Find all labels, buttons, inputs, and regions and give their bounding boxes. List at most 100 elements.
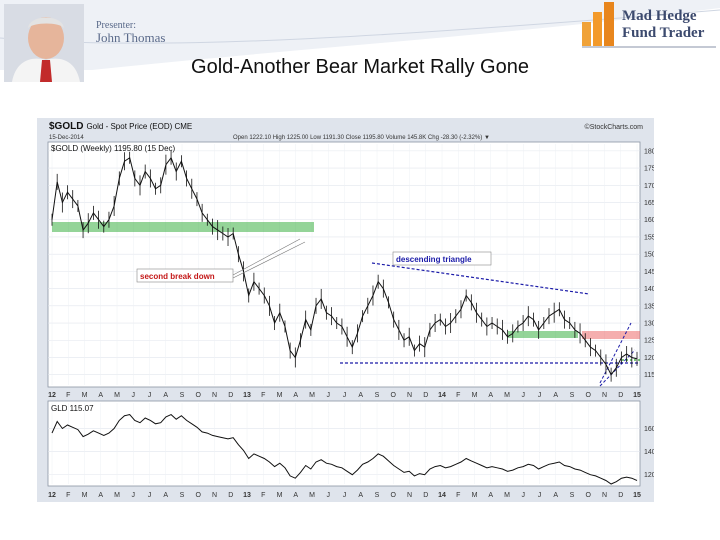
price-x-tick-label: M [277, 392, 283, 399]
gld-x-tick-label: 14 [438, 492, 446, 499]
gld-y-tick-label: 120 [644, 472, 654, 479]
chart-header-description: $GOLD Gold - Spot Price (EOD) CME [49, 121, 192, 132]
break-down-pointer-2 [232, 241, 306, 279]
price-x-tick-label: F [456, 392, 460, 399]
price-y-tick-label: 1450 [644, 269, 654, 276]
gld-x-tick-label: F [66, 492, 70, 499]
gld-x-tick-label: A [163, 492, 168, 499]
price-x-tick-label: J [132, 392, 136, 399]
break-down-callout [136, 268, 234, 283]
price-y-tick-label: 1700 [644, 183, 654, 190]
gld-x-tick-label: J [343, 492, 347, 499]
presenter-name: John Thomas [96, 30, 166, 45]
price-y-axis: 1800 1750 1700 1650 1600 1550 1500 1450 1400 1350… [644, 148, 660, 379]
gld-x-tick-label: M [472, 492, 478, 499]
gld-x-tick-label: M [277, 492, 283, 499]
gld-x-tick-label: A [293, 492, 298, 499]
gld-legend: GLD 115.07 [51, 404, 94, 413]
gld-x-tick-label: N [602, 492, 607, 499]
gld-x-tick-label: N [212, 492, 217, 499]
gld-x-tick-label: M [504, 492, 510, 499]
price-x-tick-label: A [98, 392, 103, 399]
price-x-tick-label: F [66, 392, 70, 399]
price-x-tick-label: S [180, 392, 185, 399]
support-band-2 [508, 331, 578, 338]
price-grid [48, 144, 640, 385]
gld-x-tick-label: J [327, 492, 331, 499]
gld-x-tick-label: O [391, 492, 397, 499]
support-band-1 [52, 222, 314, 232]
price-x-tick-label: A [488, 392, 493, 399]
gld-x-tick-label: S [375, 492, 380, 499]
gld-y-axis: 160 140 120 [644, 426, 656, 479]
triangle-callout [392, 251, 492, 266]
gld-x-tick-label: S [180, 492, 185, 499]
chart-header-quote: Open 1222.10 High 1225.00 Low 1191.30 Cl… [233, 135, 490, 141]
presenter-block: Presenter: John Thomas [96, 20, 165, 46]
stock-chart-svg: $GOLD Gold - Spot Price (EOD) CME 15-Dec-… [37, 118, 660, 502]
gld-x-tick-label: F [456, 492, 460, 499]
gld-x-tick-label: O [196, 492, 202, 499]
gld-x-tick-label: 13 [243, 492, 251, 499]
gld-x-tick-label: A [553, 492, 558, 499]
price-x-tick-label: J [343, 392, 347, 399]
gld-x-tick-label: 15 [633, 492, 641, 499]
gld-x-axis: 12 F M A M J J A S O N D 13 F M A M J J A S O N D 14 F M A M J J A S O N D 1… [48, 492, 641, 499]
price-x-tick-label: M [472, 392, 478, 399]
price-x-tick-label: D [618, 392, 623, 399]
logo-text: Mad Hedge Fund Trader [622, 8, 704, 42]
gld-x-tick-label: M [309, 492, 315, 499]
gld-x-tick-label: J [538, 492, 542, 499]
price-panel [47, 141, 641, 388]
gld-x-tick-label: M [82, 492, 88, 499]
price-x-tick-label: M [114, 392, 120, 399]
slide-title: Gold-Another Bear Market Rally Gone [191, 56, 529, 78]
presenter-photo [4, 4, 84, 82]
gld-x-tick-label: O [586, 492, 592, 499]
gld-x-tick-label: A [358, 492, 363, 499]
stock-chart: $GOLD Gold - Spot Price (EOD) CME 15-Dec-… [37, 118, 660, 502]
gld-x-tick-label: D [228, 492, 233, 499]
gld-x-tick-label: D [423, 492, 428, 499]
gld-x-tick-label: A [98, 492, 103, 499]
price-x-axis: 12 F M A M J J A S O N D 13 F M A M J J A S O N D 14 F M A M J J A S O N D 1… [48, 392, 641, 399]
gld-x-tick-label: A [488, 492, 493, 499]
gld-y-tick-label: 160 [644, 426, 654, 433]
price-x-tick-label: 14 [438, 392, 446, 399]
price-x-tick-label: N [407, 392, 412, 399]
gld-x-tick-label: S [570, 492, 575, 499]
price-x-tick-label: M [309, 392, 315, 399]
gold-price-bars [51, 150, 638, 382]
price-y-tick-label: 1750 [644, 166, 654, 173]
price-x-tick-label: A [163, 392, 168, 399]
price-y-tick-label: 1800 [644, 148, 654, 155]
break-down-label: second break down [140, 272, 215, 281]
price-x-tick-label: A [358, 392, 363, 399]
gld-x-tick-label: N [407, 492, 412, 499]
break-down-pointer-1 [232, 238, 301, 276]
price-x-tick-label: D [423, 392, 428, 399]
gld-x-tick-label: J [132, 492, 136, 499]
descending-trendline [371, 262, 590, 295]
price-y-tick-label: 1400 [644, 286, 654, 293]
price-x-tick-label: M [82, 392, 88, 399]
price-y-tick-label: 1350 [644, 303, 654, 310]
price-y-tick-label: 1150 [644, 372, 654, 379]
price-x-tick-label: S [375, 392, 380, 399]
price-y-tick-label: 1650 [644, 200, 654, 207]
price-x-tick-label: A [293, 392, 298, 399]
price-x-tick-label: 12 [48, 392, 56, 399]
gld-panel [47, 400, 641, 487]
price-x-tick-label: A [553, 392, 558, 399]
price-x-tick-label: J [538, 392, 542, 399]
price-y-tick-label: 1250 [644, 338, 654, 345]
price-x-tick-label: D [228, 392, 233, 399]
resistance-band [582, 331, 640, 339]
price-x-tick-label: J [148, 392, 152, 399]
price-y-tick-label: 1500 [644, 252, 654, 259]
gld-x-tick-label: J [148, 492, 152, 499]
gld-series [51, 414, 638, 485]
price-y-tick-label: 1300 [644, 321, 654, 328]
gld-x-tick-label: J [522, 492, 526, 499]
logo-line-2: Fund Trader [622, 25, 705, 41]
